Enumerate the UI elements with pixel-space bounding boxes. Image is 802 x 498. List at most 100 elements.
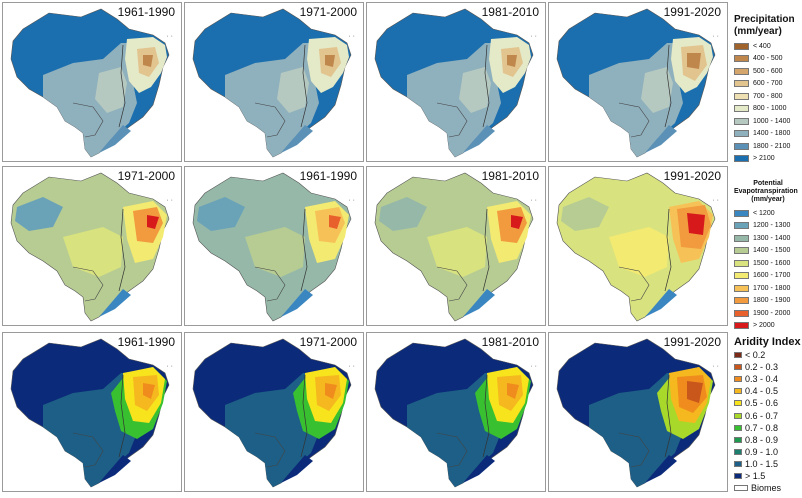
color-swatch — [734, 55, 749, 63]
color-swatch — [734, 247, 749, 255]
legend-item: 0.7 - 0.8 — [734, 422, 802, 434]
period-label: 1981-2010 — [481, 335, 539, 349]
period-label: 1991-2020 — [663, 169, 721, 183]
legend-label: 1500 - 1600 — [753, 259, 791, 267]
color-swatch — [734, 234, 749, 242]
color-swatch — [734, 67, 749, 75]
legend-item: > 2100 — [734, 153, 802, 166]
legend-item: > 2000 — [734, 320, 802, 333]
color-swatch — [734, 376, 742, 383]
scale-marker: · · — [348, 363, 355, 370]
color-swatch — [734, 297, 749, 305]
color-swatch — [734, 412, 742, 419]
legend-label: < 400 — [753, 42, 771, 50]
period-label: 1991-2020 — [663, 5, 721, 19]
legend-label: 700 - 800 — [753, 92, 783, 100]
period-label: 1961-1990 — [117, 5, 175, 19]
color-swatch — [734, 322, 749, 330]
legend-label: 0.6 - 0.7 — [745, 410, 779, 421]
legend-label: 400 - 500 — [753, 55, 783, 63]
legend-item: > 1.5 — [734, 470, 802, 482]
legend-item: 800 - 1000 — [734, 103, 802, 116]
biome-outline-swatch — [734, 485, 748, 492]
legend-item: 0.5 - 0.6 — [734, 397, 802, 409]
legend-item: 1700 - 1800 — [734, 282, 802, 295]
legend-item: 700 - 800 — [734, 90, 802, 103]
precip-map-panel: 1971-2000 · · — [184, 2, 364, 162]
brazil-map — [374, 8, 534, 158]
color-swatch — [734, 222, 749, 230]
legend-title: Precipitation — [734, 14, 795, 25]
legend-label: 0.8 - 0.9 — [745, 434, 779, 445]
color-swatch — [734, 155, 749, 163]
legend-label: 0.2 - 0.3 — [745, 362, 779, 373]
color-swatch — [734, 80, 749, 88]
legend-label: 1200 - 1300 — [753, 222, 791, 230]
precip-map-panel: 1991-2020 · · — [548, 2, 728, 162]
scale-marker: · · — [712, 363, 719, 370]
legend-label: 500 - 600 — [753, 67, 783, 75]
legend-item: 1200 - 1300 — [734, 220, 802, 233]
legend-label: 1.0 - 1.5 — [745, 458, 779, 469]
scale-marker: · · — [530, 197, 537, 204]
pet-map-panel: 1961-1990 · · — [184, 166, 364, 326]
legend-item: 1400 - 1800 — [734, 128, 802, 141]
legend-item: 0.9 - 1.0 — [734, 446, 802, 458]
legend-title: Aridity Index — [734, 336, 801, 348]
color-swatch — [734, 272, 749, 280]
legend-label: 1800 - 1900 — [753, 297, 791, 305]
period-label: 1971-2000 — [299, 5, 357, 19]
legend-label: 1700 - 1800 — [753, 284, 791, 292]
brazil-map — [556, 338, 716, 488]
legend-item: 0.6 - 0.7 — [734, 409, 802, 421]
color-swatch — [734, 424, 742, 431]
legend-label: 1900 - 2000 — [753, 309, 791, 317]
aridity-legend: Aridity Index < 0.2 0.2 - 0.3 0.3 - 0.4 … — [734, 336, 802, 494]
period-label: 1991-2020 — [663, 335, 721, 349]
color-swatch — [734, 364, 742, 371]
legend-item: 1400 - 1500 — [734, 245, 802, 258]
scale-marker: · · — [348, 197, 355, 204]
precip-map-panel: 1961-1990 · · — [2, 2, 182, 162]
evapotranspiration-legend: Potential Evapotranspiration (mm/year) <… — [734, 180, 802, 332]
legend-item: 1800 - 2100 — [734, 140, 802, 153]
brazil-map — [374, 172, 534, 322]
legend-label: 1000 - 1400 — [753, 117, 791, 125]
legend-item: 0.4 - 0.5 — [734, 385, 802, 397]
aridity-map-panel: 1961-1990 · · — [2, 332, 182, 492]
aridity-map-panel: 1971-2000 · · — [184, 332, 364, 492]
legend-label: 600 - 700 — [753, 80, 783, 88]
color-swatch — [734, 92, 749, 100]
legend-label: > 2000 — [753, 322, 775, 330]
legend-label: 1400 - 1800 — [753, 130, 791, 138]
color-swatch — [734, 352, 742, 359]
color-swatch — [734, 448, 742, 455]
pet-map-panel: 1981-2010 · · — [366, 166, 546, 326]
aridity-map-panel: 1991-2020 · · — [548, 332, 728, 492]
legend-label: < 0.2 — [745, 350, 766, 361]
scale-marker: · · — [712, 33, 719, 40]
legend-item: 500 - 600 — [734, 65, 802, 78]
scale-marker: · · — [166, 197, 173, 204]
legend-unit: (mm/year) — [734, 26, 782, 37]
legend-label: 0.5 - 0.6 — [745, 398, 779, 409]
legend-title: Potential — [753, 180, 783, 187]
brazil-map — [192, 338, 352, 488]
color-swatch — [734, 472, 742, 479]
legend-label: 1800 - 2100 — [753, 142, 791, 150]
legend-label: 0.4 - 0.5 — [745, 386, 779, 397]
brazil-map — [556, 8, 716, 158]
legend-item: 1300 - 1400 — [734, 232, 802, 245]
legend-label: Biomes — [751, 483, 782, 494]
color-swatch — [734, 105, 749, 113]
color-swatch — [734, 209, 749, 217]
legend-item: 1800 - 1900 — [734, 295, 802, 308]
period-label: 1971-2000 — [299, 335, 357, 349]
scale-marker: · · — [530, 363, 537, 370]
period-label: 1971-2000 — [117, 169, 175, 183]
brazil-map — [192, 172, 352, 322]
legend-item-biomes: Biomes — [734, 482, 802, 494]
legend-label: > 2100 — [753, 155, 775, 163]
legend-item: 1.0 - 1.5 — [734, 458, 802, 470]
color-swatch — [734, 400, 742, 407]
